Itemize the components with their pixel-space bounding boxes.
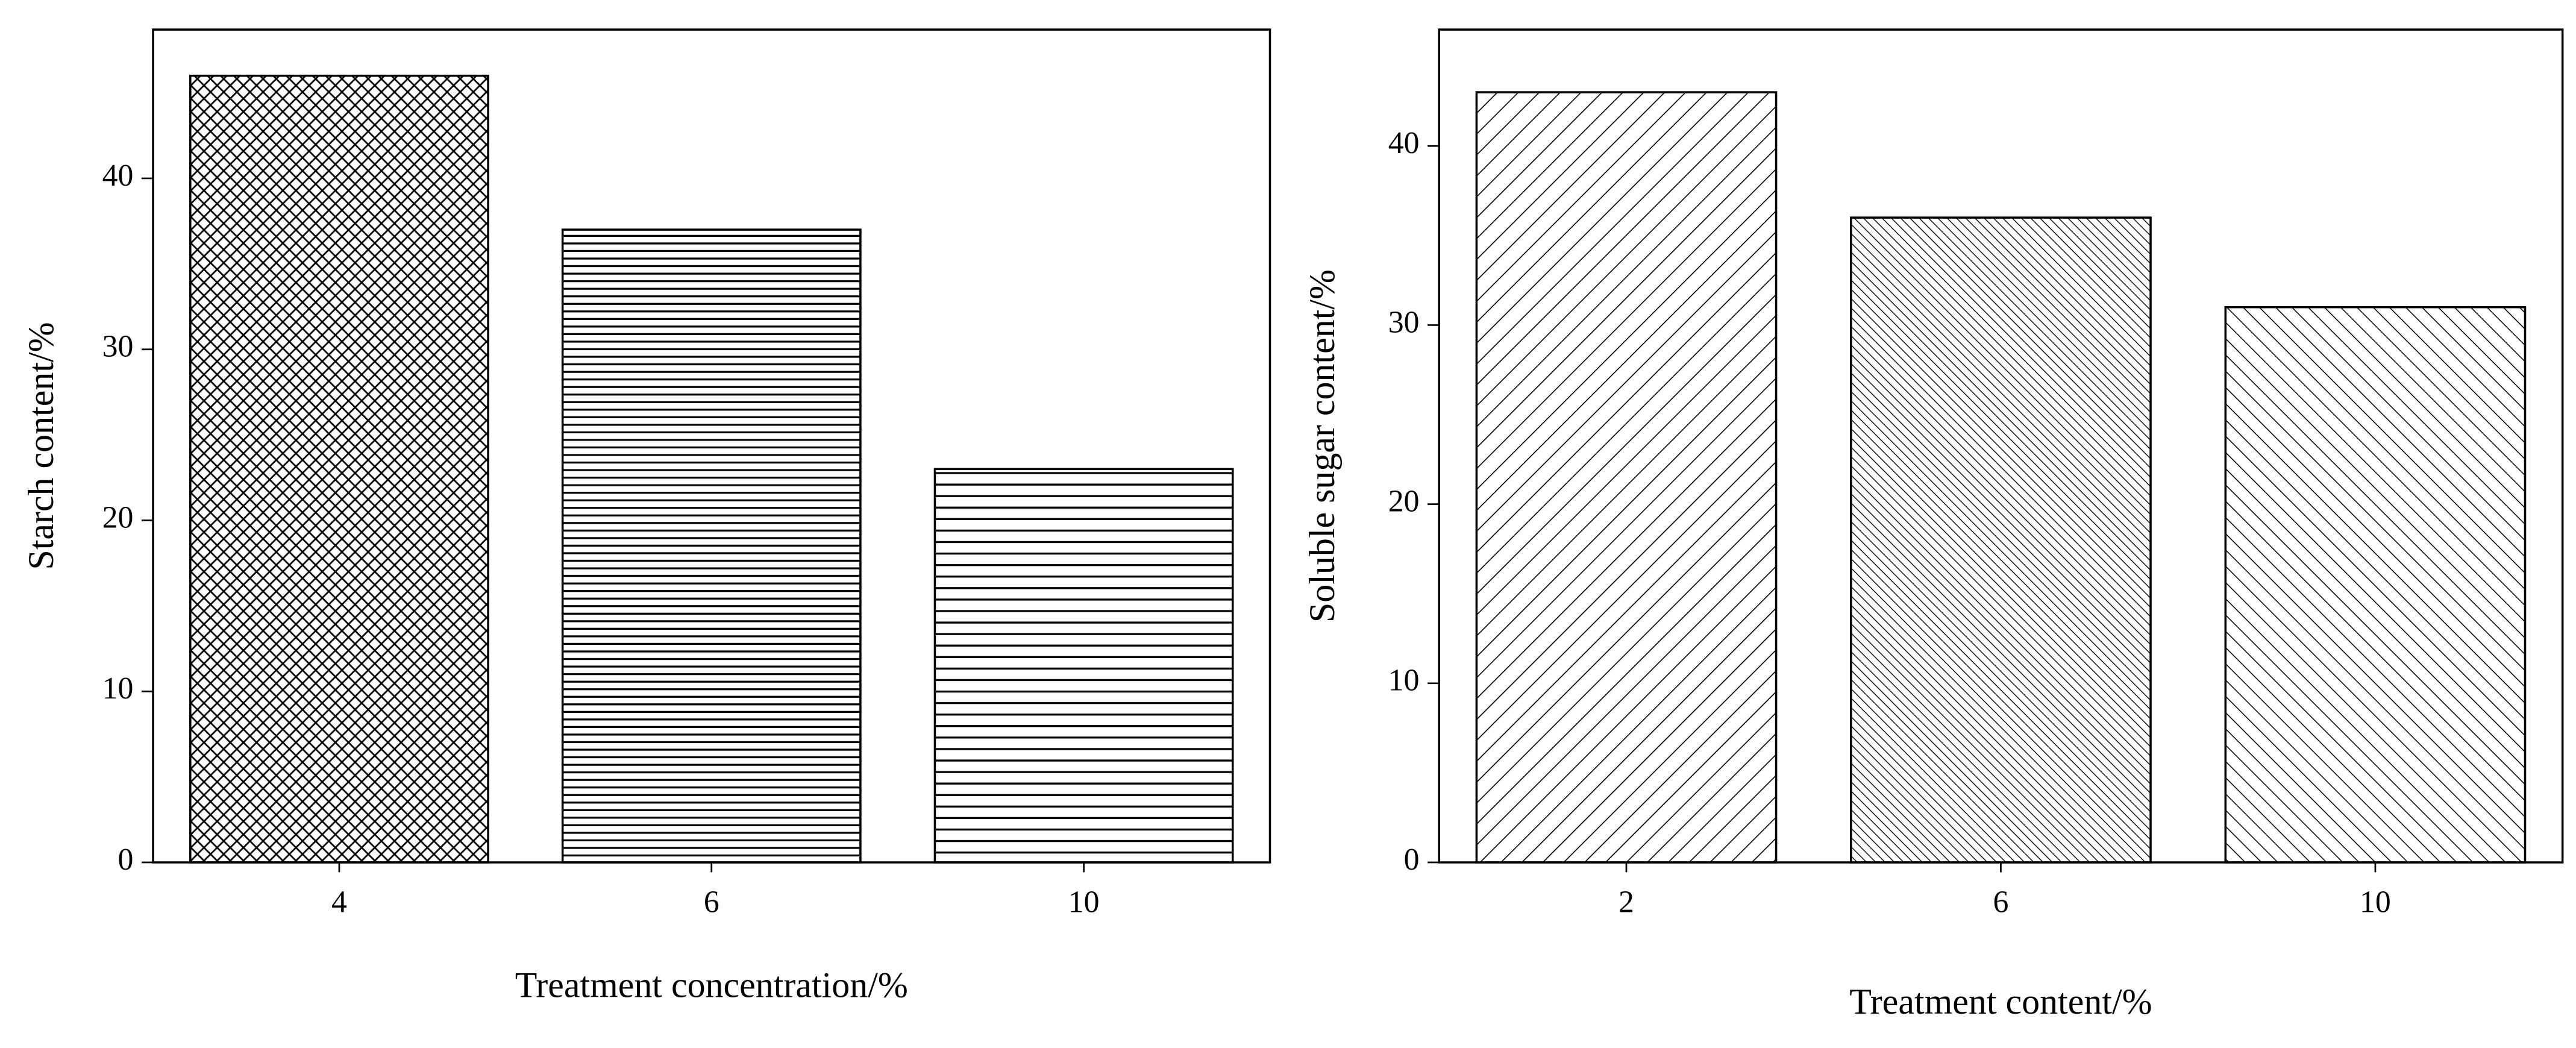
x-tick-label: 10: [1068, 885, 1100, 920]
x-tick-label: 4: [331, 885, 347, 920]
y-tick-label: 0: [1404, 842, 1420, 877]
y-tick-label: 20: [102, 500, 134, 535]
y-tick-label: 40: [1388, 126, 1420, 160]
bar: [2224, 306, 2527, 864]
y-axis-title: Soluble sugar content/%: [1302, 269, 1342, 623]
x-axis-title: Treatment concentration/%: [515, 965, 908, 1005]
y-tick-label: 10: [102, 671, 134, 706]
bar: [1475, 91, 1778, 864]
bar: [189, 74, 489, 864]
y-tick-label: 30: [1388, 305, 1420, 339]
x-axis-title: Treatment content/%: [1849, 982, 2152, 1021]
bar: [561, 228, 862, 864]
x-tick-label: 2: [1619, 885, 1634, 920]
y-axis-title: Starch content/%: [21, 322, 61, 569]
y-tick-label: 30: [102, 330, 134, 364]
y-tick-label: 0: [118, 842, 133, 877]
y-tick-label: 20: [1388, 485, 1420, 519]
x-tick-label: 10: [2360, 885, 2391, 920]
plot-frame: [152, 28, 1271, 864]
y-tick-label: 40: [102, 158, 134, 193]
x-tick-label: 6: [704, 885, 719, 920]
bar: [1850, 216, 2152, 864]
y-tick-label: 10: [1388, 664, 1420, 698]
bar: [933, 468, 1234, 864]
plot-frame: [1438, 28, 2564, 864]
x-tick-label: 6: [1993, 885, 2009, 920]
